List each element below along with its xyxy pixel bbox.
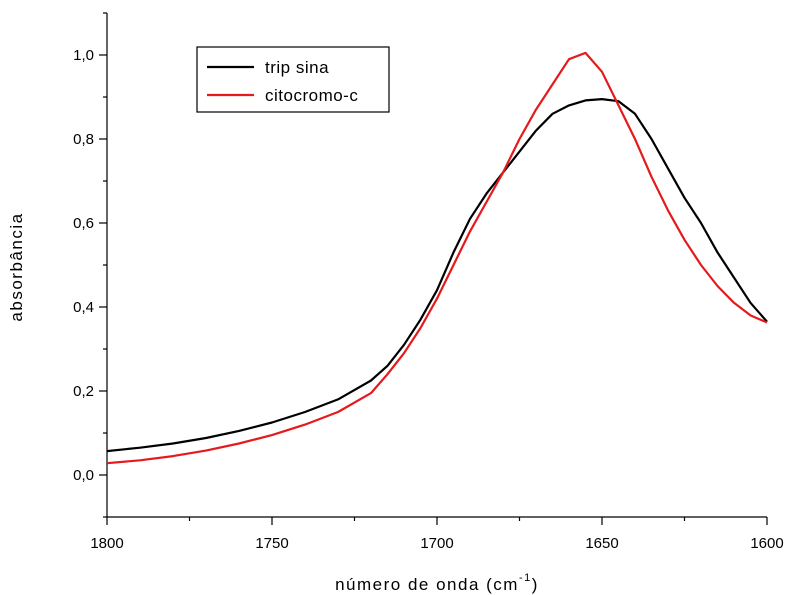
series-line-tripsina [106, 97, 768, 453]
x-tick-label: 1600 [750, 535, 783, 552]
y-tick-label: 0,4 [73, 299, 94, 316]
x-tick-label: 1700 [420, 535, 453, 552]
y-axis-title: absorbância [7, 212, 26, 321]
legend-box [196, 46, 390, 113]
y-tick-label: 1,0 [73, 47, 94, 64]
legend: trip sina citocromo-c [196, 46, 390, 113]
y-tick-label: 0,2 [73, 383, 94, 400]
x-axis-title: número de onda (cm-1) [335, 572, 539, 594]
series-layer [106, 51, 768, 465]
x-tick-label: 1650 [585, 535, 618, 552]
series-line-citocromo-c [106, 51, 768, 465]
x-tick-label: 1800 [90, 535, 123, 552]
legend-label: citocromo-c [265, 86, 358, 105]
y-tick-label: 0,6 [73, 215, 94, 232]
x-tick-label: 1750 [255, 535, 288, 552]
y-tick-label: 0,0 [73, 467, 94, 484]
legend-label: trip sina [265, 58, 329, 77]
y-tick-label: 0,8 [73, 131, 94, 148]
axes: 1800 1750 1700 1650 1600 0,0 0,2 0,4 0,6 0,8 1,0 [73, 12, 784, 552]
